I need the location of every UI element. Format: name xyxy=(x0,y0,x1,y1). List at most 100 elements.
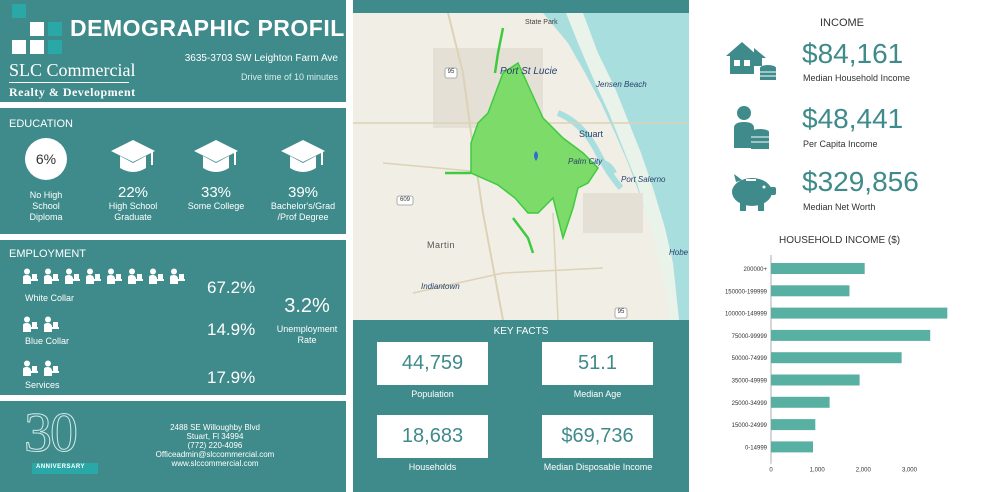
map-top-band xyxy=(353,0,689,13)
contact-info: 2488 SE Willoughby Blvd Stuart, Fl 34994… xyxy=(130,423,300,468)
bar-25000-34999 xyxy=(771,396,830,408)
piggy-bank-icon xyxy=(732,174,776,211)
contact-panel: 30 ANNIVERSARY 2488 SE Willoughby Blvd S… xyxy=(0,401,346,492)
bar-50000-74999 xyxy=(771,352,902,364)
worker-at-desk-icon xyxy=(23,268,38,284)
anniversary-ribbon xyxy=(32,463,98,474)
no-diploma-value: 6% xyxy=(35,151,57,167)
office-website[interactable]: www.slccommercial.com xyxy=(171,459,259,468)
disposable-income-box: $69,736 xyxy=(542,415,653,458)
graduation-cap-icon xyxy=(194,140,238,172)
blue-collar-label: Blue Collar xyxy=(25,336,70,346)
bar-75000-99999 xyxy=(771,329,931,341)
office-phone[interactable]: (772) 220-4096 xyxy=(187,441,243,450)
unemployment-value: 3.2% xyxy=(284,295,330,317)
worker-at-desk-icon xyxy=(23,316,38,332)
employment-panel: EMPLOYMENT White Collar 67.2% Blue Colla… xyxy=(0,240,346,395)
key-facts-heading: KEY FACTS xyxy=(493,326,549,337)
disposable-income-value: $69,736 xyxy=(561,425,634,447)
logo-tagline: Realty & Development xyxy=(9,85,136,99)
logo-mark xyxy=(8,4,66,60)
map-label-martin: Martin xyxy=(427,240,456,250)
worker-at-desk-icon xyxy=(44,316,59,332)
bar-100000-149999 xyxy=(771,307,948,319)
graduation-cap-icon xyxy=(111,140,155,172)
employment-heading: EMPLOYMENT xyxy=(9,248,87,260)
x-tick-label: 1,000 xyxy=(810,468,826,474)
no-diploma-circle: 6% xyxy=(25,138,67,180)
services-label: Services xyxy=(25,380,60,390)
bar-0-14999 xyxy=(771,441,813,453)
category-label: 100000-149999 xyxy=(725,312,768,318)
person-coins-icon xyxy=(734,106,769,149)
office-city: Stuart, Fl 34994 xyxy=(186,432,244,441)
graduation-cap-icon xyxy=(281,140,325,172)
map-shield-609: 609 xyxy=(399,197,410,203)
median-net-worth-label: Median Net Worth xyxy=(803,202,876,212)
some-college-label: Some College xyxy=(187,201,245,211)
per-capita-income-value: $48,441 xyxy=(802,103,904,134)
education-panel: EDUCATION 6% No High School Diploma 22% … xyxy=(0,108,346,234)
logo-company-name: SLC Commercial xyxy=(9,60,136,80)
median-household-income-value: $84,161 xyxy=(802,38,904,69)
map-label-port-st-lucie: Port St Lucie xyxy=(500,66,558,77)
key-facts-panel: KEY FACTS 44,759 Population 51.1 Median … xyxy=(353,320,689,492)
worker-at-desk-icon xyxy=(44,360,59,376)
map-shield-95-bottom: 95 xyxy=(617,309,625,315)
map-label-port-salerno: Port Salerno xyxy=(621,175,666,184)
category-label: 15000-24999 xyxy=(732,423,768,429)
population-label: Population xyxy=(411,389,454,399)
median-age-value: 51.1 xyxy=(578,352,617,374)
no-diploma-label: No High School Diploma xyxy=(29,190,63,222)
x-tick-label: 0 xyxy=(769,468,773,474)
bachelors-value: 39% xyxy=(287,184,319,201)
households-label: Households xyxy=(408,462,457,472)
office-address: 2488 SE Willoughby Blvd xyxy=(170,423,260,432)
per-capita-income-label: Per Capita Income xyxy=(803,139,878,149)
page-title: DEMOGRAPHIC PROFILE xyxy=(70,15,361,41)
services-value: 17.9% xyxy=(207,368,256,387)
bachelors-label: Bachelor's/Grad /Prof Degree xyxy=(270,201,336,222)
header-panel: DEMOGRAPHIC PROFILE 3635-3703 SW Leighto… xyxy=(0,0,360,102)
map-shield-95-top: 95 xyxy=(447,69,455,75)
worker-at-desk-icon xyxy=(23,360,38,376)
category-label: 35000-49999 xyxy=(732,379,768,385)
house-coins-icon xyxy=(726,42,776,80)
bar-35000-49999 xyxy=(771,374,860,386)
household-income-chart: 200000+ 150000-199999 100000-149999 75000-9… xyxy=(725,255,948,474)
drive-time: Drive time of 10 minutes xyxy=(240,72,338,82)
household-income-chart-title: HOUSEHOLD INCOME ($) xyxy=(779,235,901,246)
anniversary-number: 30 xyxy=(24,402,79,465)
worker-at-desk-icon xyxy=(107,268,122,284)
property-address: 3635-3703 SW Leighton Farm Ave xyxy=(184,53,338,64)
high-school-value: 22% xyxy=(117,184,149,201)
x-tick-label: 3,000 xyxy=(902,468,918,474)
bar-15000-24999 xyxy=(771,419,816,431)
bar-150000-199999 xyxy=(771,285,850,297)
unemployment-label: Unemployment Rate xyxy=(276,324,338,345)
category-label: 25000-34999 xyxy=(732,401,768,407)
median-age-label: Median Age xyxy=(573,389,622,399)
blue-collar-value: 14.9% xyxy=(207,320,256,339)
map-label-stuart: Stuart xyxy=(579,129,604,139)
map-panel[interactable]: State Park Port St Lucie Jensen Beach St… xyxy=(353,0,689,320)
population-box: 44,759 xyxy=(377,342,488,385)
income-heading: INCOME xyxy=(820,17,864,29)
education-heading: EDUCATION xyxy=(9,118,73,130)
worker-at-desk-icon xyxy=(170,268,185,284)
median-net-worth-value: $329,856 xyxy=(802,166,919,197)
worker-at-desk-icon xyxy=(128,268,143,284)
map-label-palm-city: Palm City xyxy=(568,157,603,166)
median-household-income-label: Median Household Income xyxy=(803,73,911,83)
bar-200000+ xyxy=(771,263,865,274)
white-collar-value: 67.2% xyxy=(207,278,256,297)
category-label: 0-14999 xyxy=(745,445,768,451)
category-label: 200000+ xyxy=(743,267,767,273)
services-icons xyxy=(22,360,192,380)
some-college-value: 33% xyxy=(200,184,232,201)
blue-collar-icons xyxy=(22,316,192,336)
office-email[interactable]: Officeadmin@slccommercial.com xyxy=(155,450,275,459)
median-age-box: 51.1 xyxy=(542,342,653,385)
high-school-label: High School Graduate xyxy=(108,201,158,222)
map-label-jensen-beach: Jensen Beach xyxy=(596,80,647,89)
